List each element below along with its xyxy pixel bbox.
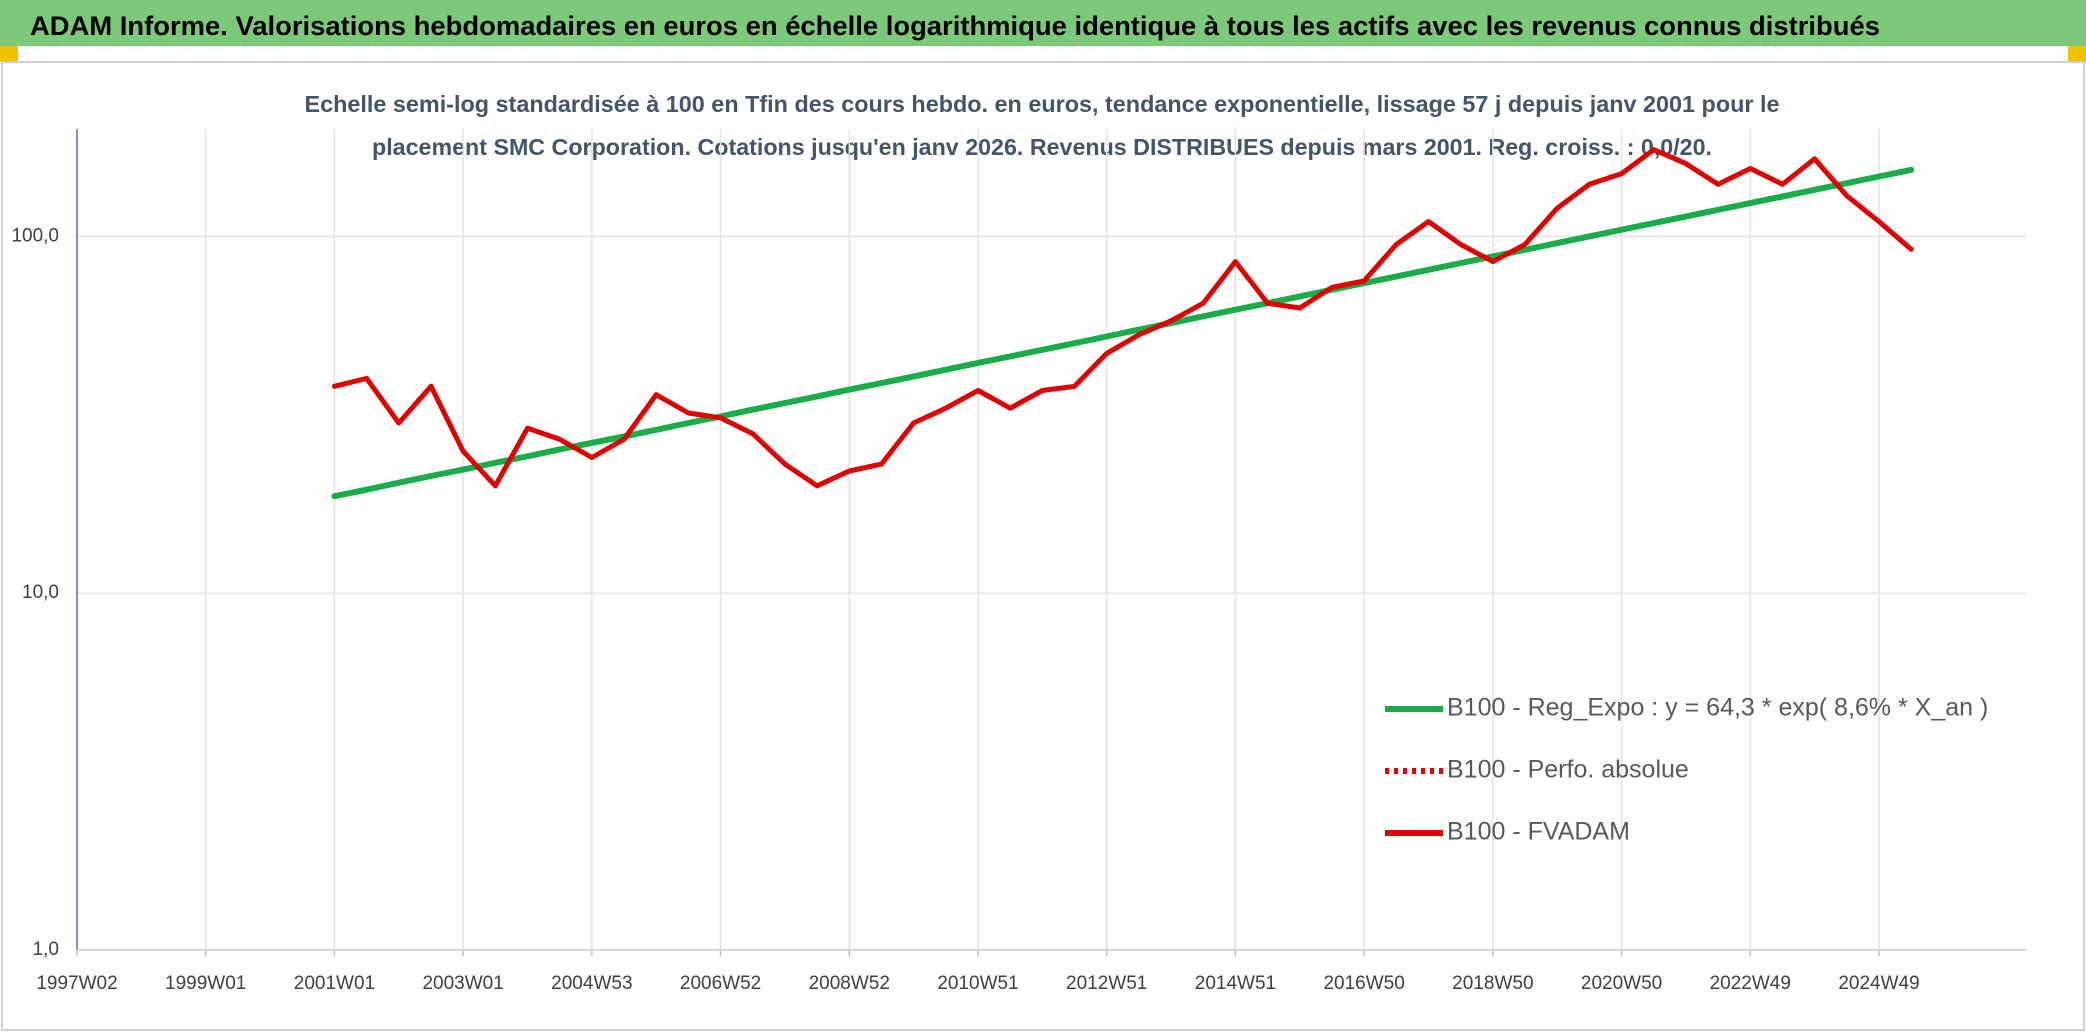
grid: 1997W02 1999W01 2001W01 2003W01 2004W53 2006W…	[11, 129, 2026, 994]
x-tick-label: 2014W51	[1195, 973, 1276, 994]
x-tick-label: 2004W53	[551, 973, 632, 994]
x-tick-label: 2022W49	[1710, 973, 1791, 994]
chart-subtitle: Echelle semi-log standardisée à 100 en T…	[305, 91, 1780, 117]
legend: B100 - Reg_Expo : y = 64,3 * exp( 8,6% *…	[1385, 694, 1988, 846]
header-bar	[0, 0, 2086, 46]
legend-label: B100 - FVADAM	[1447, 818, 1630, 846]
legend-label: B100 - Reg_Expo : y = 64,3 * exp( 8,6% *…	[1447, 694, 1988, 722]
legend-label: B100 - Perfo. absolue	[1447, 756, 1689, 784]
y-tick-label: 10,0	[22, 582, 59, 603]
y-tick-label: 100,0	[11, 225, 59, 246]
x-tick-label: 2018W50	[1452, 973, 1533, 994]
x-tick-label: 2008W52	[809, 973, 890, 994]
x-tick-label: 2010W51	[937, 973, 1018, 994]
x-tick-label: 1999W01	[165, 973, 246, 994]
x-tick-label: 2016W50	[1323, 973, 1404, 994]
y-tick-label: 1,0	[33, 939, 59, 960]
corner	[0, 46, 18, 62]
chart-panel	[1, 61, 2085, 1031]
data-line	[331, 147, 1914, 489]
x-tick-label: 2001W01	[294, 973, 375, 994]
x-tick-label: 2003W01	[422, 973, 503, 994]
corner	[2068, 46, 2086, 62]
x-tick-label: 2020W50	[1581, 973, 1662, 994]
chart-subtitle: placement SMC Corporation. Cotations jus…	[372, 134, 1712, 160]
x-tick-label: 2024W49	[1838, 973, 1919, 994]
data-line	[331, 166, 1915, 500]
x-tick-label: 1997W02	[36, 973, 117, 994]
x-tick-label: 2012W51	[1066, 973, 1147, 994]
plot-area	[331, 147, 1915, 500]
x-tick-label: 2006W52	[680, 973, 761, 994]
chart-title: ADAM Informe. Valorisations hebdomadaire…	[30, 11, 1880, 41]
